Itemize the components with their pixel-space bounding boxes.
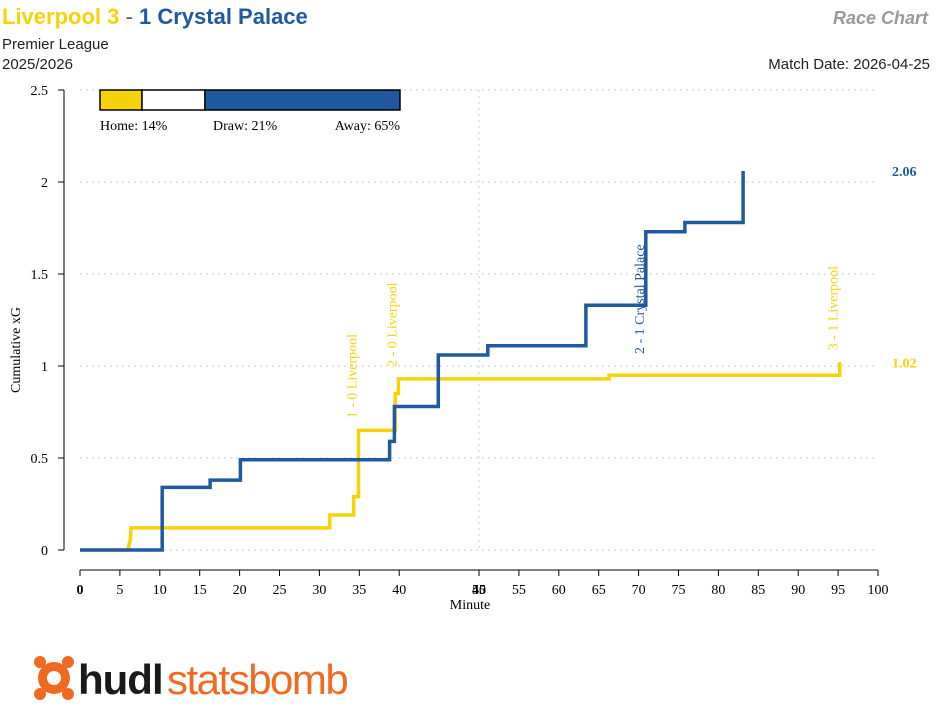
home-probability-segment bbox=[99, 89, 143, 111]
x-tick-label: 95 bbox=[831, 583, 845, 598]
x-tick-label: 70 bbox=[632, 583, 646, 598]
x-tick-label: 0 bbox=[77, 583, 84, 598]
x-tick-label: 45 bbox=[472, 583, 486, 598]
y-tick-label: 2 bbox=[41, 176, 48, 191]
x-tick-label: 30 bbox=[312, 583, 326, 598]
x-tick-label: 15 bbox=[193, 583, 207, 598]
season-label: 2025/2026 bbox=[2, 56, 73, 73]
goal-annotation: 2 - 0 Liverpool bbox=[385, 282, 400, 366]
final-xg-label: 1.02 bbox=[892, 356, 917, 371]
x-tick-label: 75 bbox=[672, 583, 686, 598]
x-tick-label: 35 bbox=[352, 583, 366, 598]
x-tick-label: 40 bbox=[392, 583, 406, 598]
y-tick-label: 1.5 bbox=[31, 268, 49, 283]
y-tick-label: 0.5 bbox=[31, 452, 49, 467]
goal-annotation: 2 - 1 Crystal Palace bbox=[633, 244, 648, 354]
x-tick-label: 90 bbox=[791, 583, 805, 598]
match-title: Liverpool 3 - 1 Crystal Palace bbox=[2, 4, 308, 30]
competition-name: Premier League bbox=[2, 36, 109, 53]
x-tick-label: 10 bbox=[153, 583, 167, 598]
away-team-name: Crystal Palace bbox=[157, 4, 308, 29]
y-axis-label: Cumulative xG bbox=[9, 307, 24, 393]
home-probability-label: Home: 14% bbox=[100, 119, 168, 134]
x-tick-label: 100 bbox=[868, 583, 889, 598]
x-tick-label: 5 bbox=[116, 583, 123, 598]
away-probability-segment bbox=[204, 89, 401, 111]
away-probability-label: Away: 65% bbox=[335, 119, 401, 134]
logo-text-statsbomb: statsbomb bbox=[167, 656, 347, 703]
x-tick-label: 25 bbox=[273, 583, 287, 598]
x-tick-label: 65 bbox=[592, 583, 606, 598]
y-tick-label: 0 bbox=[41, 544, 48, 559]
statsbomb-logo-icon bbox=[34, 656, 74, 700]
goal-annotation: 1 - 0 Liverpool bbox=[346, 334, 361, 418]
x-tick-label: 55 bbox=[512, 583, 526, 598]
x-tick-label: 50 bbox=[472, 583, 486, 598]
goal-annotations: 1 - 0 Liverpool 2 - 0 Liverpool 2 - 1 Crys… bbox=[346, 244, 842, 418]
xg-series: 1.02 2.06 bbox=[80, 165, 917, 552]
x-axis-label: Minute bbox=[450, 598, 490, 613]
y-tick-label: 1 bbox=[41, 360, 48, 375]
home-score: 3 bbox=[107, 4, 120, 29]
home-team-name: Liverpool bbox=[2, 4, 102, 29]
score-separator: - bbox=[125, 4, 133, 29]
y-tick-label: 2.5 bbox=[31, 84, 49, 99]
xg-race-chart: Home: 14% Draw: 21% Away: 65% 0 0.5 1 1.5 2 2… bbox=[9, 84, 917, 613]
final-xg-label: 2.06 bbox=[892, 165, 917, 180]
draw-probability-label: Draw: 21% bbox=[213, 119, 277, 134]
draw-probability-segment bbox=[141, 89, 206, 111]
x-tick-label: 80 bbox=[711, 583, 725, 598]
goal-annotation: 3 - 1 Liverpool bbox=[827, 266, 842, 350]
logo-text-hudl: hudl bbox=[78, 656, 163, 703]
series-line-home bbox=[80, 362, 842, 552]
match-date: Match Date: 2026-04-25 bbox=[768, 56, 930, 73]
chart-grid bbox=[80, 89, 878, 551]
x-tick-label: 60 bbox=[552, 583, 566, 598]
x-tick-label: 20 bbox=[233, 583, 247, 598]
hudl-statsbomb-logo: hudl statsbomb bbox=[34, 656, 349, 703]
series-line-away bbox=[80, 171, 745, 552]
win-probability-bar: Home: 14% Draw: 21% Away: 65% bbox=[99, 89, 401, 134]
x-tick-label: 85 bbox=[751, 583, 765, 598]
away-score: 1 bbox=[138, 4, 152, 29]
chart-type-label: Race Chart bbox=[832, 8, 928, 28]
